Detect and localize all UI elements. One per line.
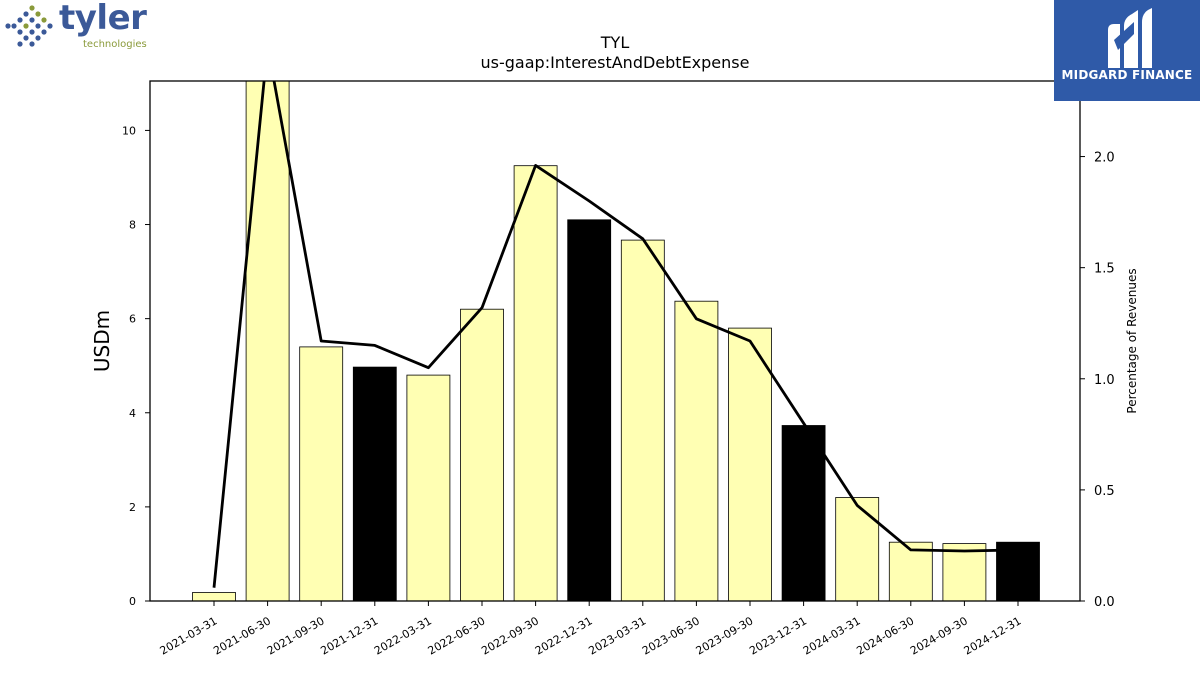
x-tick-label: 2023-06-30 [640,614,702,657]
bar-2021-03-31 [192,592,236,602]
bar-2023-09-30 [728,327,772,602]
line-layer [212,81,1019,588]
y2-tick-label: 1.0 [1094,373,1115,388]
y2-tick-label: 0.0 [1094,595,1115,610]
y-tick-label: 6 [129,313,136,326]
bar-2024-09-30 [942,543,987,602]
plot-frame [149,80,1081,602]
bar-2021-12-31 [352,366,397,602]
bars-layer [192,80,1040,602]
midgard-finance-logo: MIDGARD FINANCE [1054,0,1200,101]
y-axis-label: USDm [90,310,114,372]
bar-2023-12-31 [781,425,826,602]
midgard-finance-name: MIDGARD FINANCE [1061,68,1193,82]
bar-2023-06-30 [674,300,719,602]
tyler-logo: tyler technologies [4,0,154,54]
x-tick-label: 2024-09-30 [908,614,970,657]
bar-2021-09-30 [299,346,344,602]
bar-2024-12-31 [996,541,1040,602]
x-tick-label: 2024-03-31 [801,614,863,657]
y2-tick-label: 2.0 [1094,151,1115,166]
x-tick-label: 2024-12-31 [962,614,1024,657]
tyler-logo-word: tyler [59,0,147,38]
x-tick-label: 2023-09-30 [694,614,756,657]
x-tick-label: 2024-06-30 [854,614,916,657]
y-tick-label: 4 [129,407,136,420]
y-axis-left: 0 2 4 6 8 10 [122,124,150,608]
bar-2022-03-31 [406,374,451,602]
x-tick-label: 2023-03-31 [586,614,648,657]
tyler-logo-sub: technologies [83,39,147,50]
bar-2023-03-31 [620,239,665,602]
y-tick-label: 2 [129,501,136,514]
chart-title: TYL [600,33,630,52]
x-tick-label: 2021-09-30 [265,614,327,657]
y-tick-label: 8 [129,219,136,232]
bar-2024-06-30 [888,541,933,602]
bar-2024-03-31 [835,497,880,602]
bar-2022-12-31 [567,219,612,602]
y-tick-label: 10 [122,124,136,137]
y-axis-right: 0.0 0.5 1.0 1.5 2.0 [1080,151,1115,610]
x-tick-label: 2022-09-30 [479,614,541,657]
chart-subtitle: us-gaap:InterestAndDebtExpense [481,53,750,72]
bar-2021-06-30 [245,80,290,602]
revenue-percentage-line [212,81,1019,588]
y-tick-label: 0 [129,595,136,608]
y2-tick-label: 0.5 [1094,484,1115,499]
diamond-dots-icon [5,5,53,47]
midgard-m-icon [1108,8,1152,68]
y2-axis-label: Percentage of Revenues [1125,268,1139,413]
x-axis: 2021-03-312021-06-302021-09-302021-12-31… [158,601,1024,658]
x-tick-label: 2022-03-31 [372,614,434,657]
x-tick-label: 2021-06-30 [211,614,273,657]
x-tick-label: 2022-12-31 [533,614,595,657]
bar-2022-09-30 [513,165,558,602]
x-tick-label: 2021-12-31 [318,614,380,657]
x-tick-label: 2021-03-31 [158,614,220,657]
y2-tick-label: 1.5 [1094,262,1115,277]
x-tick-label: 2022-06-30 [426,614,488,657]
bar-2022-06-30 [460,308,504,602]
x-tick-label: 2023-12-31 [747,614,809,657]
